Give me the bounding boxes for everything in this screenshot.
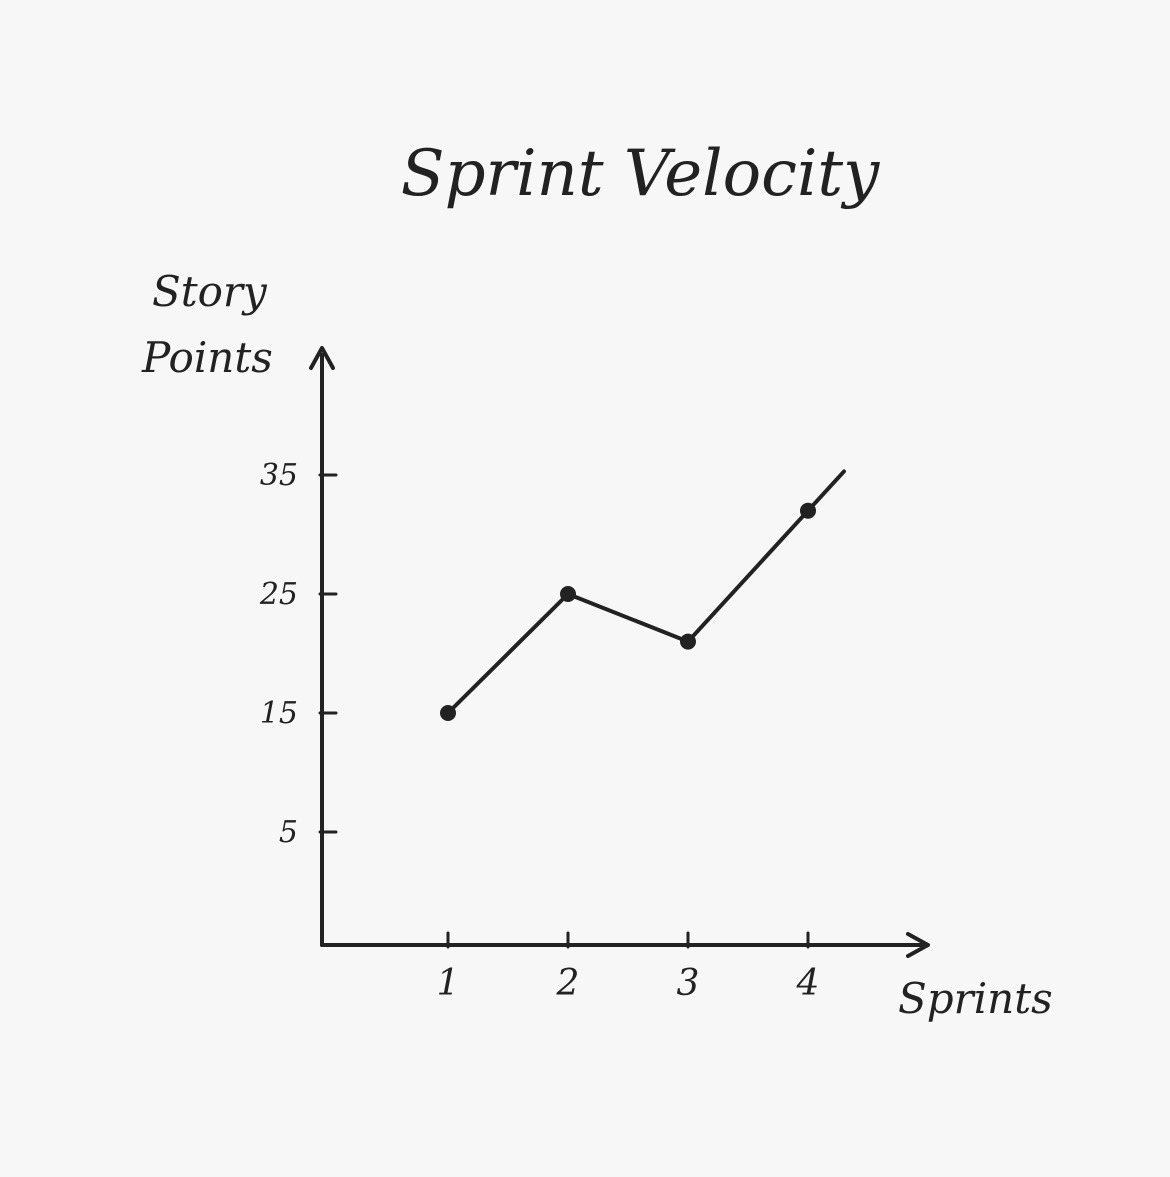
x-tick-label: 1 — [437, 963, 460, 1004]
x-axis-label: Sprints — [898, 974, 1053, 1023]
y-ticks: 5 15 25 35 — [259, 458, 338, 850]
series-line — [446, 469, 846, 715]
y-axis — [309, 346, 335, 947]
x-tick-label: 3 — [677, 963, 700, 1004]
x-tick-label: 2 — [556, 963, 580, 1004]
y-axis-label-line1: Story — [152, 267, 268, 316]
y-tick-label: 25 — [259, 577, 298, 612]
series-velocity — [440, 469, 846, 721]
x-tick-label: 4 — [796, 963, 820, 1004]
x-ticks: 1 2 3 4 — [437, 931, 820, 1004]
chart-title: Sprint Velocity — [401, 137, 880, 211]
y-axis-label-line2: Points — [141, 333, 273, 382]
y-tick-label: 15 — [260, 696, 298, 731]
data-point — [560, 586, 576, 602]
y-axis-arrowhead — [309, 346, 335, 370]
data-point — [800, 502, 816, 519]
data-point — [440, 705, 456, 721]
data-point — [680, 633, 696, 650]
x-axis — [320, 932, 930, 958]
y-tick-label: 35 — [260, 458, 298, 493]
y-tick-label: 5 — [279, 815, 298, 850]
x-axis-arrowhead — [906, 932, 930, 958]
